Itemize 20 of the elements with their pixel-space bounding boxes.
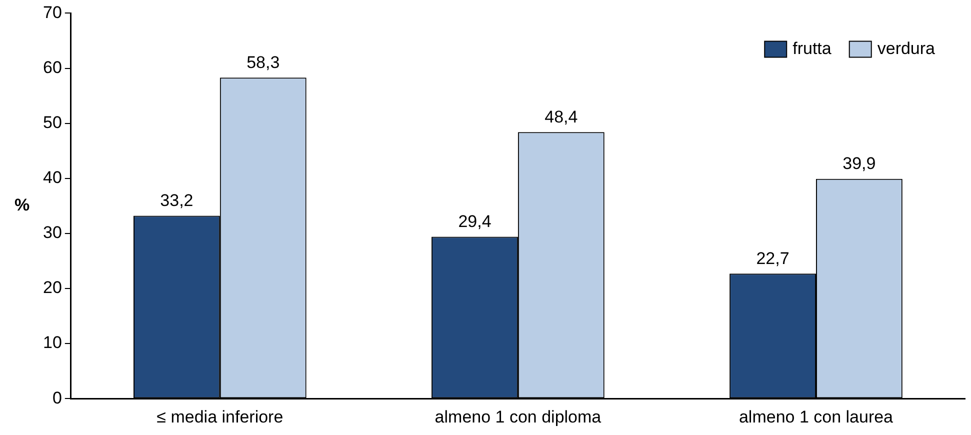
x-tick-label: almeno 1 con laurea: [738, 407, 894, 426]
data-label: 29,4: [458, 212, 492, 231]
data-label: 48,4: [544, 107, 578, 126]
data-label: 58,3: [246, 52, 280, 72]
y-axis-title: %: [14, 196, 30, 215]
y-tick-label: 20: [42, 278, 62, 298]
legend-label: verdura: [877, 38, 936, 58]
y-tick-label: 10: [42, 333, 62, 352]
y-tick-label: 40: [42, 168, 62, 188]
y-tick-label: 30: [42, 223, 62, 242]
legend-label: frutta: [792, 38, 832, 58]
y-tick-label: 60: [42, 58, 62, 77]
x-tick-label: almeno 1 con diploma: [434, 407, 602, 426]
data-label: 39,9: [842, 154, 876, 174]
y-tick-label: 50: [42, 113, 62, 132]
y-tick-label: 0: [52, 388, 62, 408]
data-label: 33,2: [160, 191, 194, 210]
data-label: 22,7: [756, 248, 790, 268]
x-tick-label: ≤ media inferiore: [156, 407, 284, 426]
y-tick-label: 70: [42, 2, 62, 22]
